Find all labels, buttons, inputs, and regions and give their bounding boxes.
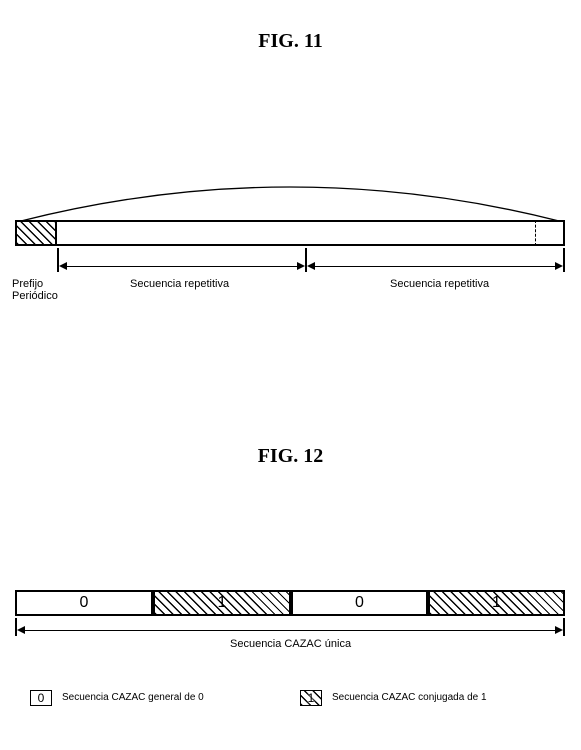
legend-text-1: Secuencia CAZAC conjugada de 1 [332, 692, 487, 703]
fig11-seg1-label: Secuencia repetitiva [130, 278, 229, 290]
legend-box-1: 1 [300, 690, 322, 706]
fig12-cell-val-1: 1 [153, 594, 291, 612]
fig11-prefix-label: Prefijo Periódico [12, 278, 58, 302]
fig11-tick-3 [563, 248, 565, 272]
legend-text-0: Secuencia CAZAC general de 0 [62, 692, 204, 703]
fig11-seg2-arrow-line [313, 266, 557, 268]
fig11-title: FIG. 11 [0, 30, 581, 53]
fig12-cell-val-0: 0 [15, 594, 153, 612]
fig12-arrow-r [555, 626, 563, 634]
fig11-arc [15, 173, 565, 223]
legend-box-0: 0 [30, 690, 52, 706]
fig12-cell-val-3: 1 [428, 594, 565, 612]
fig12-arrow-line [23, 630, 557, 632]
fig12-title: FIG. 12 [0, 445, 581, 468]
fig11-dash [535, 220, 536, 246]
fig11-prefix-box [15, 220, 57, 246]
fig11-seg1-arrow-line [65, 266, 299, 268]
fig11-seg2-label: Secuencia repetitiva [390, 278, 489, 290]
fig11-seg2-arrow-r [555, 262, 563, 270]
fig11-bar [15, 220, 565, 246]
fig12-caption-label: Secuencia CAZAC única [230, 638, 351, 650]
fig12-tick-r [563, 618, 565, 636]
fig11-seg1-arrow-r [297, 262, 305, 270]
fig12-cell-val-2: 0 [291, 594, 428, 612]
